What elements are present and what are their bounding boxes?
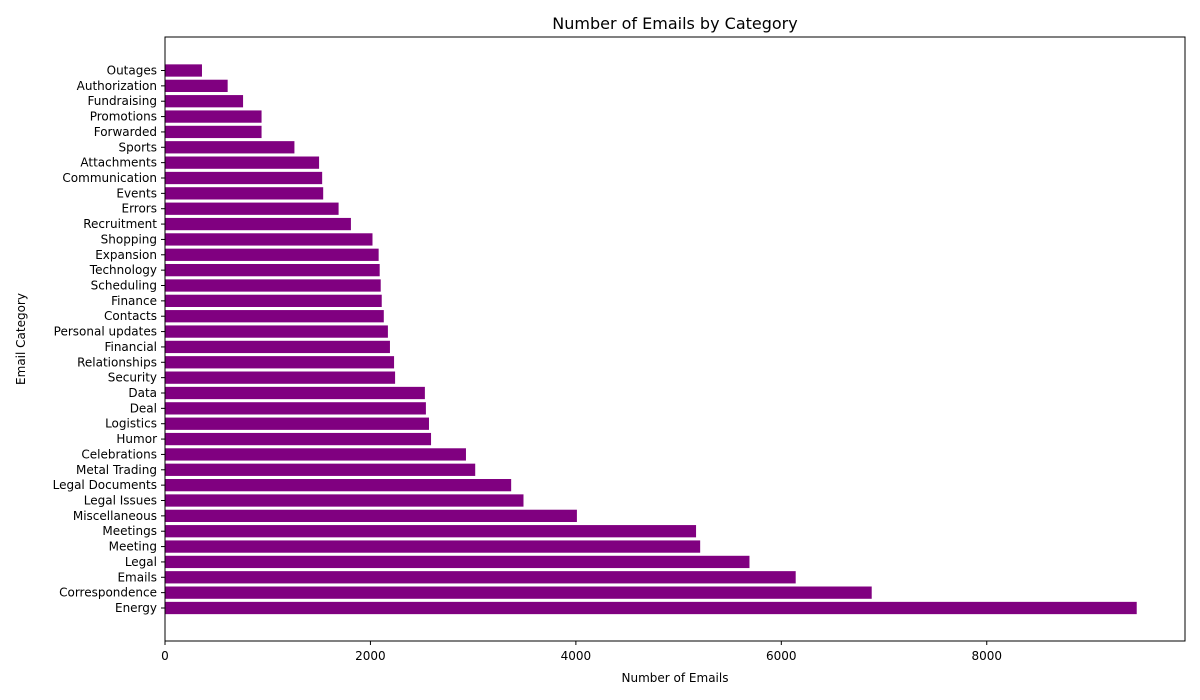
bar-financial — [165, 340, 390, 354]
y-tick-label: Sports — [119, 140, 157, 154]
bar-deal — [165, 402, 426, 415]
bar-celebrations — [165, 448, 466, 461]
y-tick-label: Miscellaneous — [73, 509, 157, 523]
bar-metal-trading — [165, 463, 476, 476]
y-tick-label: Relationships — [77, 355, 157, 369]
bar-errors — [165, 202, 339, 215]
y-tick-label: Communication — [62, 171, 157, 185]
y-axis-title: Email Category — [14, 293, 28, 385]
bar-logistics — [165, 417, 429, 430]
bar-correspondence — [165, 586, 872, 599]
y-tick-label: Correspondence — [59, 586, 157, 600]
y-tick-label: Security — [108, 371, 157, 385]
bar-promotions — [165, 110, 262, 123]
y-tick-label: Celebrations — [81, 447, 157, 461]
y-tick-label: Deal — [130, 401, 157, 415]
bar-sports — [165, 141, 295, 154]
x-tick-label: 4000 — [561, 649, 592, 663]
y-tick-label: Contacts — [104, 309, 157, 323]
y-tick-label: Meeting — [109, 540, 157, 554]
bar-fundraising — [165, 95, 244, 108]
y-tick-label: Outages — [107, 64, 157, 78]
bar-meeting — [165, 540, 701, 553]
y-tick-label: Legal Issues — [84, 494, 157, 508]
x-tick-label: 0 — [161, 649, 169, 663]
bar-meetings — [165, 525, 697, 538]
y-tick-label: Attachments — [80, 156, 157, 170]
y-tick-label: Emails — [117, 570, 157, 584]
bar-humor — [165, 432, 432, 446]
y-tick-label: Legal — [125, 555, 157, 569]
y-tick-label: Fundraising — [87, 94, 157, 108]
plot-frame — [164, 36, 1186, 642]
y-tick-label: Humor — [116, 432, 157, 446]
y-tick-label: Forwarded — [94, 125, 157, 139]
bar-legal-documents — [165, 479, 512, 492]
bar-shopping — [165, 233, 373, 246]
bar-finance — [165, 294, 382, 307]
x-tick-label: 2000 — [355, 649, 386, 663]
bar-forwarded — [165, 125, 262, 139]
chart-title: Number of Emails by Category — [552, 14, 797, 33]
y-tick-label: Personal updates — [54, 325, 157, 339]
bar-recruitment — [165, 217, 351, 231]
bar-events — [165, 187, 324, 200]
y-tick-label: Recruitment — [83, 217, 157, 231]
bar-attachments — [165, 156, 320, 169]
y-tick-label: Errors — [121, 202, 157, 216]
y-tick-label: Metal Trading — [76, 463, 157, 477]
y-tick-label: Promotions — [90, 110, 157, 124]
bar-expansion — [165, 248, 379, 261]
bar-legal-issues — [165, 494, 524, 507]
y-tick-label: Finance — [111, 294, 157, 308]
bar-contacts — [165, 310, 384, 323]
y-tick-label: Authorization — [77, 79, 157, 93]
y-tick-label: Logistics — [105, 417, 157, 431]
x-tick-label: 6000 — [766, 649, 797, 663]
bar-emails — [165, 571, 796, 584]
bar-relationships — [165, 356, 395, 369]
y-tick-label: Financial — [104, 340, 157, 354]
y-tick-label: Energy — [115, 601, 157, 615]
y-tick-label: Shopping — [101, 232, 157, 246]
bars-layer — [165, 64, 1137, 615]
bar-miscellaneous — [165, 509, 577, 522]
y-tick-label: Legal Documents — [53, 478, 157, 492]
x-tick-label: 8000 — [971, 649, 1002, 663]
bar-communication — [165, 171, 323, 185]
bar-energy — [165, 601, 1137, 615]
y-tick-label: Events — [116, 186, 157, 200]
x-axis-title: Number of Emails — [622, 671, 729, 685]
bar-security — [165, 371, 396, 384]
bar-authorization — [165, 79, 228, 92]
y-tick-label: Data — [128, 386, 157, 400]
y-tick-label: Scheduling — [91, 279, 157, 293]
y-tick-label: Technology — [89, 263, 157, 277]
bar-data — [165, 386, 425, 400]
bar-outages — [165, 64, 202, 77]
bar-technology — [165, 264, 380, 277]
y-tick-label: Meetings — [102, 524, 157, 538]
bar-legal — [165, 555, 750, 569]
y-tick-label: Expansion — [95, 248, 157, 262]
bar-scheduling — [165, 279, 381, 292]
bar-personal-updates — [165, 325, 388, 338]
